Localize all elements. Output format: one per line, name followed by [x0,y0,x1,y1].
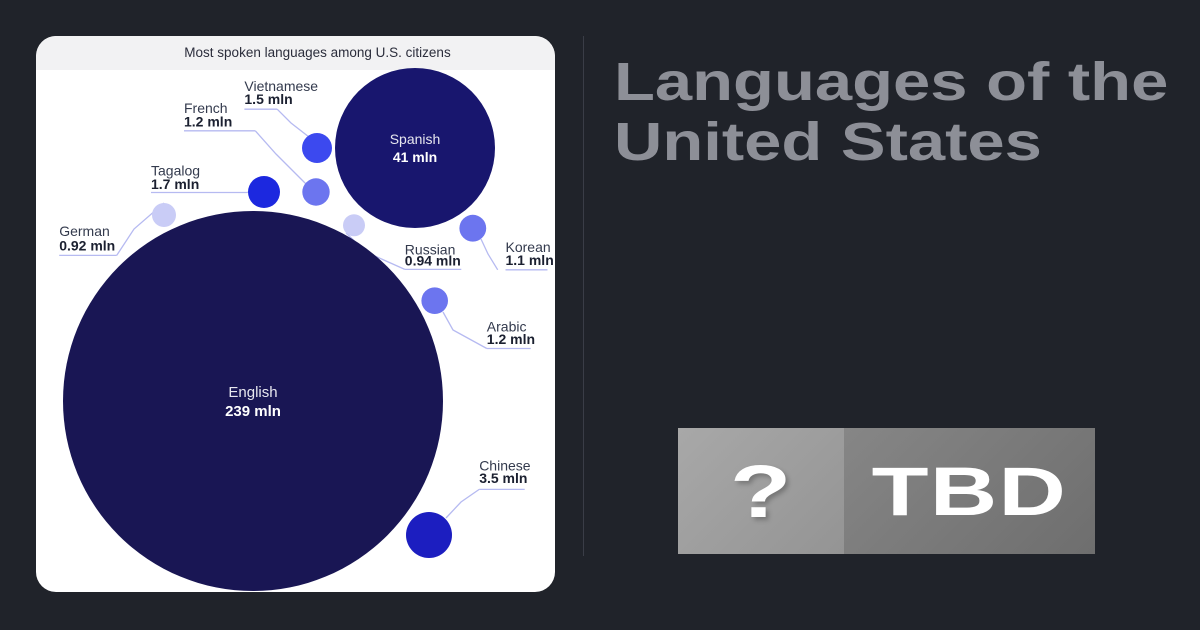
svg-text:0.92 mln: 0.92 mln [59,237,115,253]
svg-text:Spanish: Spanish [390,131,441,147]
svg-text:1.7 mln: 1.7 mln [151,176,199,192]
svg-text:239 mln: 239 mln [225,403,281,420]
svg-text:3.5 mln: 3.5 mln [479,470,527,486]
svg-text:1.5 mln: 1.5 mln [244,91,292,107]
svg-text:English: English [228,384,277,401]
svg-text:1.2 mln: 1.2 mln [487,331,535,347]
svg-text:1.1 mln: 1.1 mln [506,252,554,268]
svg-text:0.94 mln: 0.94 mln [405,253,461,269]
svg-text:1.2 mln: 1.2 mln [184,114,232,130]
svg-text:41 mln: 41 mln [393,149,437,165]
